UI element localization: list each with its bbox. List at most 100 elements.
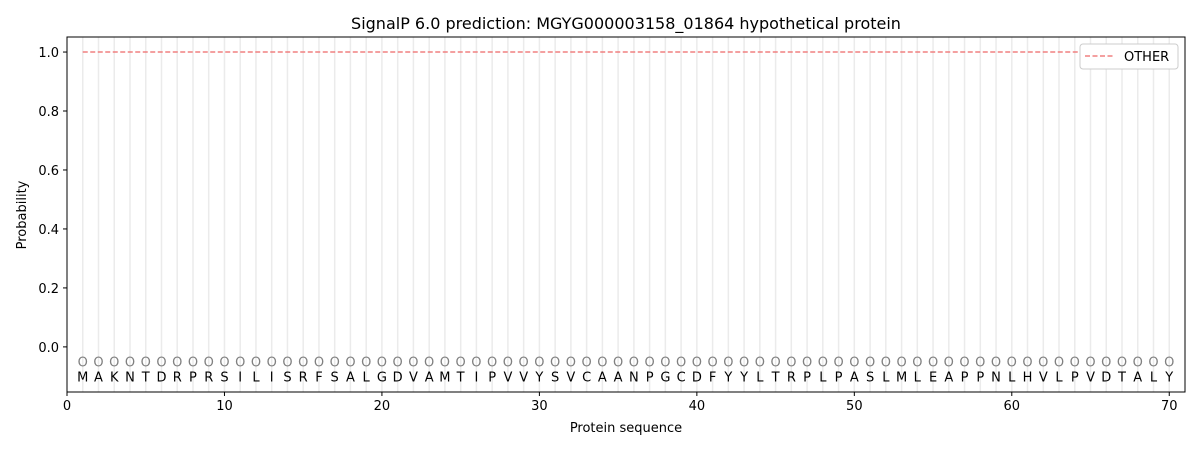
- predicted-label-marker: O: [582, 356, 592, 371]
- legend: OTHER: [1079, 43, 1179, 70]
- residue-label: C: [677, 370, 686, 385]
- predicted-label-marker: O: [125, 356, 135, 371]
- y-tick-label: 1.0: [38, 46, 59, 61]
- predicted-label-marker: O: [408, 356, 418, 371]
- residue-label: I: [270, 370, 274, 385]
- predicted-label-marker: O: [267, 356, 277, 371]
- predicted-label-marker: O: [456, 356, 466, 371]
- residue-label: S: [331, 370, 339, 385]
- predicted-label-marker: O: [912, 356, 922, 371]
- chart-title: SignalP 6.0 prediction: MGYG000003158_01…: [351, 14, 901, 34]
- residue-label: E: [929, 370, 937, 385]
- predicted-label-marker: O: [1007, 356, 1017, 371]
- residue-label: P: [835, 370, 843, 385]
- residue-label: A: [94, 370, 103, 385]
- residue-label: Y: [739, 370, 748, 385]
- predicted-label-marker: O: [1164, 356, 1174, 371]
- residue-label: S: [551, 370, 559, 385]
- predicted-label-marker: O: [424, 356, 434, 371]
- predicted-label-marker: O: [676, 356, 686, 371]
- predicted-label-marker: O: [204, 356, 214, 371]
- predicted-label-marker: O: [597, 356, 607, 371]
- predicted-label-marker: O: [235, 356, 245, 371]
- predicted-label-marker: O: [503, 356, 513, 371]
- residue-label: T: [771, 370, 780, 385]
- predicted-label-marker: O: [739, 356, 749, 371]
- residue-label: A: [1133, 370, 1142, 385]
- residue-label: V: [1039, 370, 1048, 385]
- residue-label: L: [1150, 370, 1158, 385]
- x-axis-label: Protein sequence: [570, 421, 682, 436]
- residue-label: D: [1101, 370, 1111, 385]
- predicted-label-marker: O: [723, 356, 733, 371]
- y-tick-label: 0.4: [38, 223, 59, 238]
- predicted-label-marker: O: [1022, 356, 1032, 371]
- x-tick-label: 60: [1004, 399, 1021, 414]
- predicted-label-marker: O: [566, 356, 576, 371]
- residue-label: G: [377, 370, 387, 385]
- predicted-label-marker: O: [487, 356, 497, 371]
- predicted-label-marker: O: [849, 356, 859, 371]
- residue-label: A: [850, 370, 859, 385]
- predicted-label-marker: O: [755, 356, 765, 371]
- predicted-label-marker: O: [141, 356, 151, 371]
- predicted-label-marker: O: [1054, 356, 1064, 371]
- predicted-label-marker: O: [944, 356, 954, 371]
- predicted-label-marker: O: [1085, 356, 1095, 371]
- x-tick-label: 10: [216, 399, 233, 414]
- residue-label: L: [914, 370, 922, 385]
- residue-label: A: [425, 370, 434, 385]
- residue-label: P: [646, 370, 654, 385]
- predicted-label-marker: O: [833, 356, 843, 371]
- predicted-label-marker: O: [393, 356, 403, 371]
- residue-label: D: [393, 370, 403, 385]
- residue-label: N: [991, 370, 1001, 385]
- residue-label: R: [299, 370, 308, 385]
- predicted-label-marker: O: [298, 356, 308, 371]
- residue-label: V: [519, 370, 528, 385]
- predicted-label-marker: O: [896, 356, 906, 371]
- predicted-label-marker: O: [1038, 356, 1048, 371]
- predicted-label-marker: O: [991, 356, 1001, 371]
- residue-label: P: [961, 370, 969, 385]
- x-tick-label: 50: [846, 399, 863, 414]
- predicted-label-marker: O: [692, 356, 702, 371]
- residue-label: H: [1023, 370, 1033, 385]
- residue-label: R: [787, 370, 796, 385]
- residue-label: M: [439, 370, 450, 385]
- residue-label: P: [976, 370, 984, 385]
- legend-label-other: OTHER: [1124, 50, 1169, 65]
- predicted-label-marker: O: [707, 356, 717, 371]
- residue-label: M: [77, 370, 88, 385]
- predicted-label-marker: O: [314, 356, 324, 371]
- residue-label: I: [238, 370, 242, 385]
- x-tick-label: 30: [531, 399, 548, 414]
- residue-label: Y: [723, 370, 732, 385]
- predicted-label-marker: O: [251, 356, 261, 371]
- residue-label: L: [819, 370, 827, 385]
- predicted-label-marker: O: [975, 356, 985, 371]
- residue-label: V: [566, 370, 575, 385]
- residue-label: A: [614, 370, 623, 385]
- predicted-label-marker: O: [881, 356, 891, 371]
- predicted-label-marker: O: [361, 356, 371, 371]
- predicted-label-marker: O: [345, 356, 355, 371]
- predicted-label-marker: O: [1133, 356, 1143, 371]
- predicted-label-marker: O: [109, 356, 119, 371]
- predicted-label-marker: O: [959, 356, 969, 371]
- legend-box: [1079, 43, 1179, 70]
- residue-label: L: [882, 370, 890, 385]
- residue-label: F: [709, 370, 716, 385]
- predicted-label-marker: O: [377, 356, 387, 371]
- x-tick-label: 20: [374, 399, 391, 414]
- residue-label: A: [944, 370, 953, 385]
- predicted-label-marker: O: [660, 356, 670, 371]
- predicted-label-marker: O: [188, 356, 198, 371]
- residue-label: P: [1071, 370, 1079, 385]
- predicted-label-marker: O: [770, 356, 780, 371]
- x-tick-label: 0: [63, 399, 71, 414]
- residue-label: A: [346, 370, 355, 385]
- residue-label: V: [1086, 370, 1095, 385]
- residue-label: T: [1117, 370, 1126, 385]
